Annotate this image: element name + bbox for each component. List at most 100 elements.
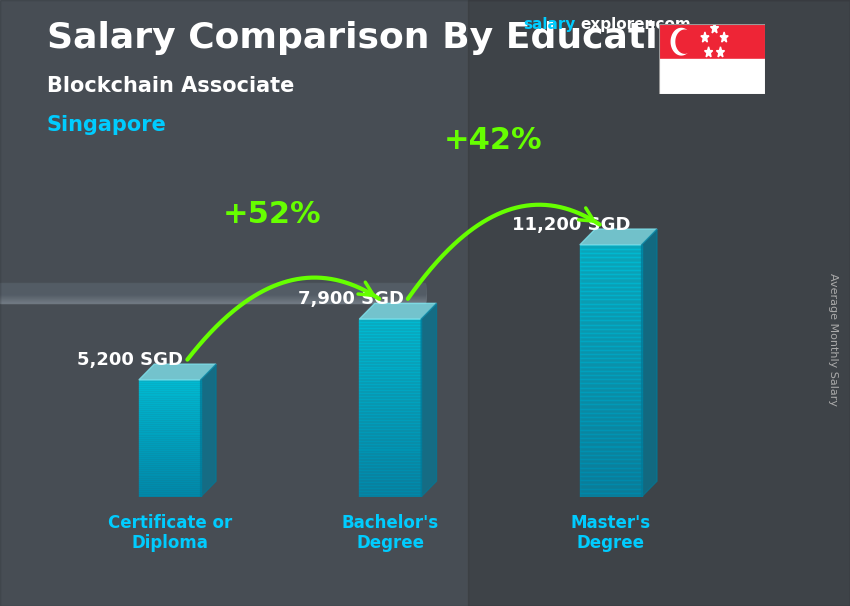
Bar (580, 354, 642, 358)
Bar (360, 364, 421, 367)
Bar (139, 444, 201, 446)
Bar (360, 453, 421, 456)
Polygon shape (717, 47, 724, 57)
Bar (139, 441, 201, 442)
Bar (0, 287, 425, 298)
Bar (139, 462, 201, 464)
Bar (0, 285, 425, 295)
Polygon shape (139, 364, 216, 380)
Bar (360, 351, 421, 355)
Bar (139, 465, 201, 468)
Bar (360, 470, 421, 473)
Bar (0, 285, 425, 295)
Bar (360, 444, 421, 447)
Bar (580, 434, 642, 438)
Bar (139, 471, 201, 473)
Text: 11,200 SGD: 11,200 SGD (512, 216, 630, 233)
Bar (580, 304, 642, 308)
Bar (360, 387, 421, 390)
Bar (139, 470, 201, 471)
Bar (360, 491, 421, 494)
Bar (139, 396, 201, 398)
Bar (360, 325, 421, 328)
Bar (580, 321, 642, 325)
Bar (659, 59, 765, 94)
Bar (580, 333, 642, 338)
Bar (139, 456, 201, 458)
Bar (360, 355, 421, 358)
Bar (139, 386, 201, 388)
Bar (139, 384, 201, 386)
Bar (0, 290, 425, 300)
Bar (360, 411, 421, 414)
Bar (659, 24, 765, 59)
Bar (139, 448, 201, 450)
Bar (580, 493, 642, 497)
Bar (580, 384, 642, 388)
Bar (580, 464, 642, 467)
Bar (580, 278, 642, 282)
Bar (139, 413, 201, 415)
Polygon shape (711, 23, 718, 33)
Bar (139, 493, 201, 495)
Bar (0, 284, 425, 295)
Bar (580, 282, 642, 287)
Bar (139, 380, 201, 382)
Bar (139, 468, 201, 470)
Bar (360, 361, 421, 364)
Bar (580, 467, 642, 471)
Bar (580, 299, 642, 304)
Bar (139, 433, 201, 435)
Bar (360, 328, 421, 331)
Bar (0, 293, 425, 303)
Bar (0, 286, 425, 296)
Bar (139, 458, 201, 460)
Bar (360, 381, 421, 384)
Bar (139, 401, 201, 403)
Polygon shape (580, 229, 657, 245)
Bar (580, 350, 642, 354)
Bar (360, 396, 421, 399)
Bar (139, 491, 201, 493)
Bar (580, 367, 642, 371)
Bar (580, 341, 642, 345)
Bar (468, 0, 850, 606)
Bar (0, 284, 425, 293)
Bar (0, 287, 425, 296)
Bar (360, 319, 421, 322)
Bar (580, 451, 642, 455)
Bar (360, 343, 421, 346)
Bar (0, 290, 425, 299)
Polygon shape (705, 47, 712, 57)
Polygon shape (701, 32, 709, 42)
Bar (0, 284, 425, 295)
Bar (360, 334, 421, 337)
Bar (360, 494, 421, 497)
Bar (580, 425, 642, 430)
Bar (360, 358, 421, 361)
Bar (0, 288, 425, 299)
Bar (139, 435, 201, 436)
Bar (139, 473, 201, 476)
Bar (139, 403, 201, 405)
Polygon shape (672, 28, 691, 55)
Bar (580, 417, 642, 421)
Bar (360, 423, 421, 426)
Bar (139, 483, 201, 485)
Bar (360, 488, 421, 491)
Bar (139, 419, 201, 421)
Bar (360, 458, 421, 461)
Bar (0, 291, 425, 301)
Bar (139, 479, 201, 481)
Bar (360, 441, 421, 444)
Bar (360, 473, 421, 476)
Bar (360, 429, 421, 431)
Bar (580, 413, 642, 417)
Bar (580, 447, 642, 451)
Bar (360, 390, 421, 393)
Bar (360, 367, 421, 370)
Bar (580, 287, 642, 291)
Bar (360, 417, 421, 420)
Bar (139, 405, 201, 407)
Bar (580, 388, 642, 392)
